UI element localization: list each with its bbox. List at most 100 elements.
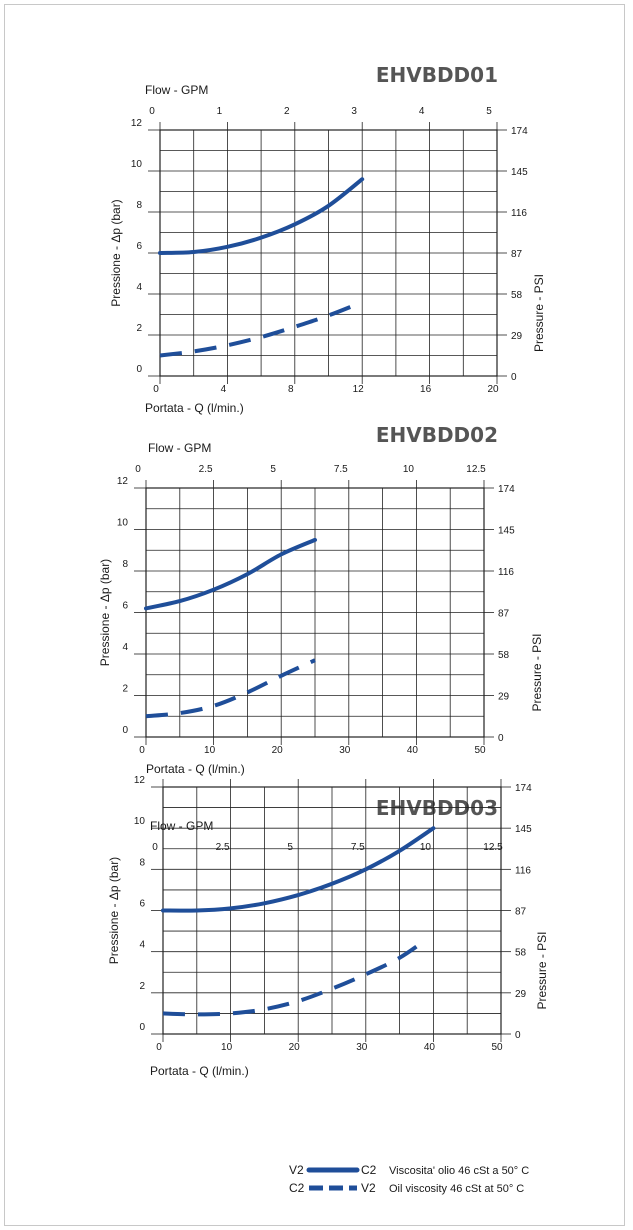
x-tick-label: 8 <box>288 384 294 395</box>
x-tick-label: 0 <box>153 384 159 395</box>
y2-tick-label: 87 <box>511 249 523 260</box>
y2-axis-label: Pressure - PSI <box>532 274 546 352</box>
legend-dashed-left: C2 <box>289 1181 305 1195</box>
x-tick-label: 30 <box>339 745 351 756</box>
y2-tick-label: 29 <box>515 989 527 1000</box>
y-tick-label: 6 <box>122 601 128 612</box>
series-line-solid <box>144 537 317 611</box>
series-line-solid <box>161 826 436 913</box>
x2-tick-label: 12.5 <box>483 842 503 853</box>
series-line-solid <box>158 177 365 255</box>
x2-tick-label: 2.5 <box>199 464 213 475</box>
y-axis-label: Pressione - Δp (bar) <box>98 559 112 666</box>
x2-tick-label: 5 <box>270 464 276 475</box>
y2-tick-label: 87 <box>515 907 527 918</box>
y-tick-label: 12 <box>131 118 143 129</box>
x2-axis-label: Flow - GPM <box>150 819 213 833</box>
y2-tick-label: 0 <box>511 372 517 383</box>
y-axis-label: Pressione - Δp (bar) <box>109 199 123 306</box>
x-tick-label: 20 <box>487 384 499 395</box>
y-tick-label: 0 <box>139 1022 145 1033</box>
x2-tick-label: 0 <box>135 464 141 475</box>
x2-tick-label: 7.5 <box>334 464 348 475</box>
x2-tick-label: 1 <box>217 106 223 117</box>
y-tick-label: 10 <box>131 159 143 170</box>
chart-3: EHVBDD03 0 10 20 30 40 50 0 2.5 5 7.5 10 12.5 0 2 4 6 8 10… <box>107 775 549 1078</box>
x-tick-label: 10 <box>221 1042 233 1053</box>
x2-tick-label: 2.5 <box>216 842 230 853</box>
x2-tick-label: 5 <box>287 842 293 853</box>
y2-tick-label: 29 <box>498 692 510 703</box>
x2-tick-label: 10 <box>420 842 432 853</box>
y2-tick-label: 145 <box>511 167 528 178</box>
y-tick-label: 6 <box>136 241 142 252</box>
legend: V2 C2 Viscosita' olio 46 cSt a 50° C C2 V2 Oi… <box>289 1163 529 1195</box>
y-tick-label: 12 <box>134 775 146 786</box>
chart-title: EHVBDD03 <box>376 796 498 820</box>
x-tick-label: 40 <box>407 745 419 756</box>
x-axis-label: Portata - Q (l/min.) <box>145 401 244 415</box>
grid <box>159 129 498 377</box>
y-tick-label: 10 <box>117 518 129 529</box>
x2-axis-label: Flow - GPM <box>148 441 211 455</box>
legend-dashed-right: V2 <box>361 1181 376 1195</box>
chart-title: EHVBDD02 <box>376 423 498 447</box>
y2-tick-label: 58 <box>511 290 523 301</box>
y-tick-label: 2 <box>136 323 142 334</box>
x-tick-label: 16 <box>420 384 432 395</box>
y-tick-label: 8 <box>122 559 128 570</box>
y-tick-label: 4 <box>136 282 142 293</box>
legend-solid-text: Viscosita' olio 46 cSt a 50° C <box>389 1165 529 1177</box>
x2-tick-label: 4 <box>419 106 425 117</box>
y2-tick-label: 116 <box>515 865 531 876</box>
chart-title: EHVBDD01 <box>376 63 498 87</box>
y2-tick-label: 29 <box>511 331 523 342</box>
y2-tick-label: 58 <box>498 650 510 661</box>
x2-tick-label: 2 <box>284 106 290 117</box>
x-tick-label: 12 <box>353 384 365 395</box>
y-tick-label: 0 <box>122 725 128 736</box>
y-tick-label: 2 <box>122 684 128 695</box>
y2-axis-label: Pressure - PSI <box>535 931 549 1009</box>
y2-tick-label: 116 <box>498 567 514 578</box>
x-axis-label: Portata - Q (l/min.) <box>146 762 245 776</box>
series-line-dashed <box>145 658 316 719</box>
legend-dashed-text: Oil viscosity 46 cSt at 50° C <box>389 1183 524 1195</box>
x-tick-label: 30 <box>356 1042 368 1053</box>
y-tick-label: 4 <box>122 642 128 653</box>
y-tick-label: 12 <box>117 476 129 487</box>
y-axis-label: Pressione - Δp (bar) <box>107 857 121 964</box>
y2-tick-label: 145 <box>498 526 515 537</box>
y2-tick-label: 116 <box>511 208 527 219</box>
x-tick-label: 0 <box>139 745 145 756</box>
grid <box>145 487 485 738</box>
x-tick-label: 40 <box>424 1042 436 1053</box>
x-tick-label: 20 <box>289 1042 301 1053</box>
legend-solid-right: C2 <box>361 1163 377 1177</box>
x-tick-label: 4 <box>221 384 227 395</box>
x2-tick-label: 0 <box>152 842 158 853</box>
x2-tick-label: 12.5 <box>466 464 486 475</box>
legend-solid-left: V2 <box>289 1163 304 1177</box>
y2-tick-label: 87 <box>498 609 510 620</box>
y2-tick-label: 0 <box>515 1030 521 1041</box>
x-tick-label: 10 <box>204 745 216 756</box>
series-line-dashed <box>162 937 428 1017</box>
page-frame <box>4 4 625 1226</box>
y-tick-label: 0 <box>136 364 142 375</box>
y-tick-label: 8 <box>139 857 145 868</box>
x2-tick-label: 7.5 <box>351 842 365 853</box>
x-tick-label: 20 <box>272 745 284 756</box>
x-tick-label: 50 <box>474 745 486 756</box>
y2-tick-label: 174 <box>515 783 532 794</box>
y-tick-label: 8 <box>136 200 142 211</box>
x2-tick-label: 5 <box>486 106 492 117</box>
chart-2: EHVBDD02 0 10 20 30 40 50 0 2.5 5 7.5 10 12.5 0 2 4 6 8 10… <box>98 423 544 776</box>
y2-tick-label: 58 <box>515 948 527 959</box>
x2-tick-label: 10 <box>403 464 415 475</box>
x2-axis-label: Flow - GPM <box>145 83 208 97</box>
y-tick-label: 2 <box>139 981 145 992</box>
x-tick-label: 50 <box>491 1042 503 1053</box>
